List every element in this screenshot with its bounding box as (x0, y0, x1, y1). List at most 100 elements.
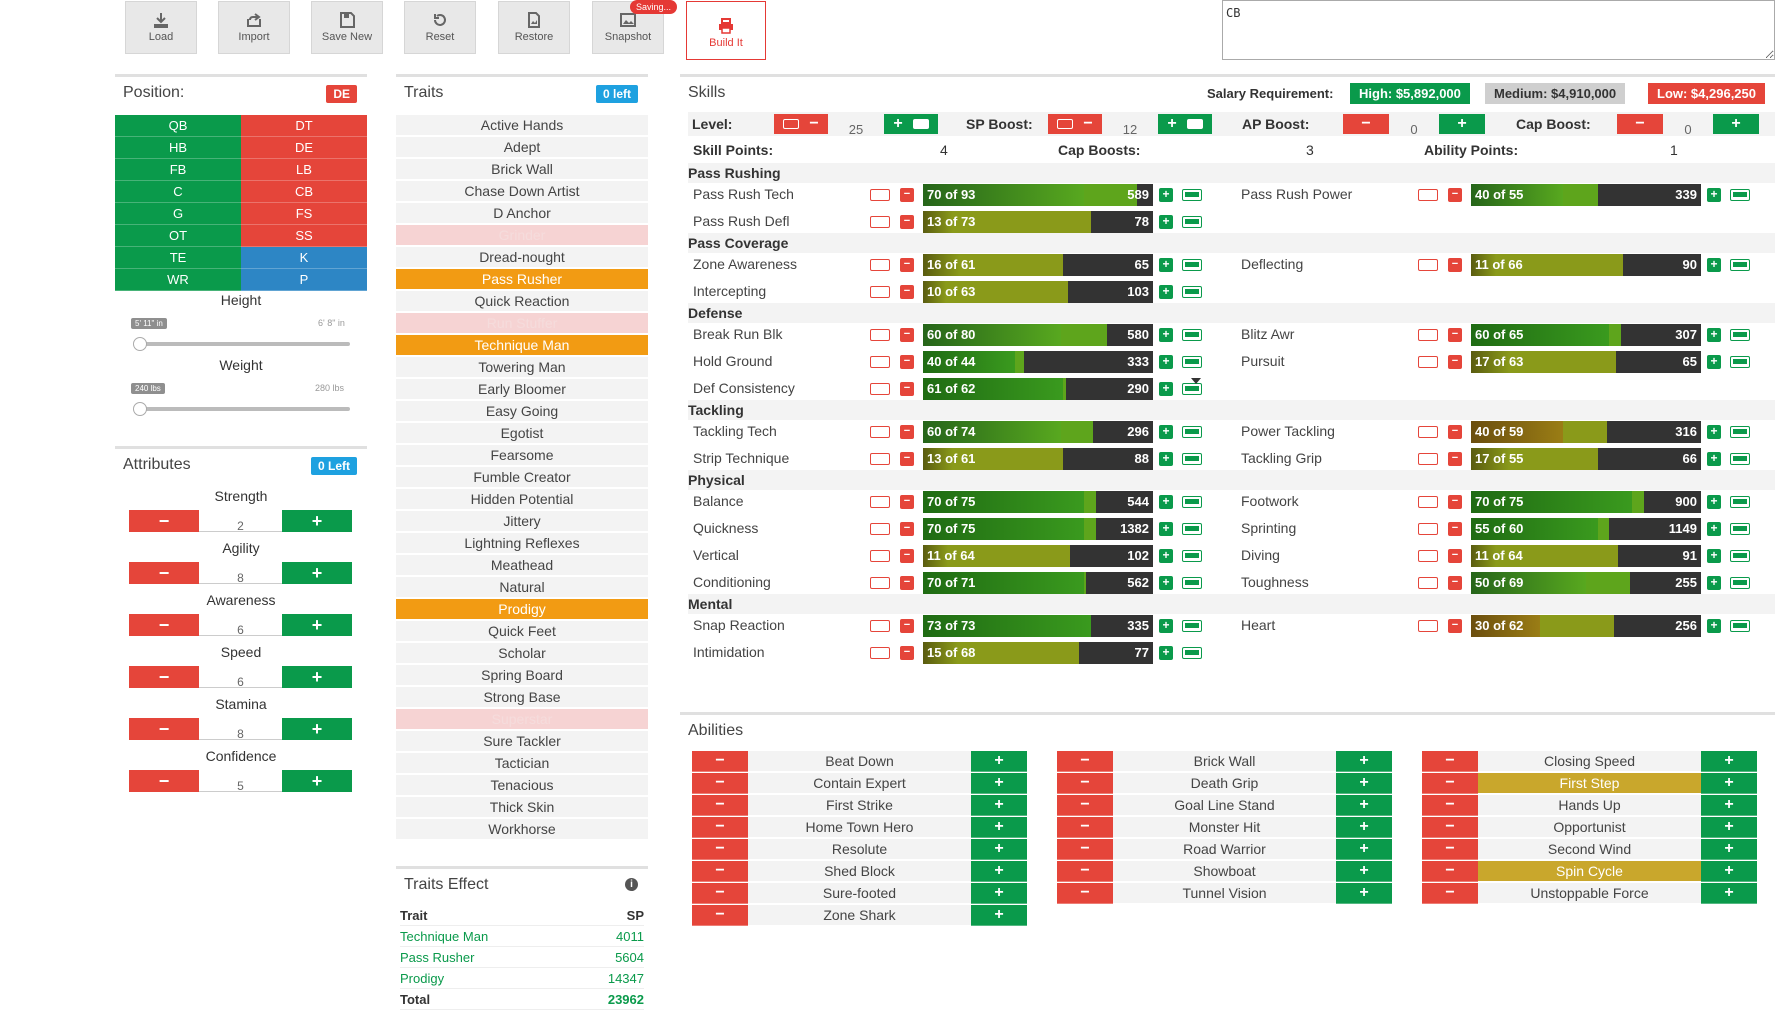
battery-empty-icon[interactable] (870, 356, 890, 368)
attribute-decrease[interactable]: − (129, 562, 199, 584)
skill-decrease[interactable]: − (900, 495, 914, 509)
trait-item[interactable]: Thick Skin (396, 797, 648, 818)
ability-add[interactable]: + (1701, 773, 1757, 794)
battery-empty-icon[interactable] (870, 550, 890, 562)
skill-increase[interactable]: + (1707, 549, 1721, 563)
ability-remove[interactable]: − (692, 817, 748, 838)
ability-name[interactable]: Unstoppable Force (1478, 883, 1701, 904)
ability-name[interactable]: Tunnel Vision (1113, 883, 1336, 904)
skill-decrease[interactable]: − (900, 258, 914, 272)
battery-full-icon[interactable] (1730, 523, 1750, 535)
attribute-increase[interactable]: + (282, 718, 352, 740)
skill-increase[interactable]: + (1707, 188, 1721, 202)
ability-add[interactable]: + (971, 839, 1027, 860)
trait-item[interactable]: Prodigy (396, 599, 648, 620)
height-slider[interactable] (133, 337, 350, 351)
ability-add[interactable]: + (1336, 773, 1392, 794)
skill-decrease[interactable]: − (1448, 452, 1462, 466)
ability-add[interactable]: + (971, 905, 1027, 926)
skill-decrease[interactable]: − (1448, 495, 1462, 509)
level-increase[interactable]: + (884, 114, 938, 134)
battery-full-icon[interactable] (1182, 383, 1202, 395)
battery-empty-icon[interactable] (870, 189, 890, 201)
attribute-increase[interactable]: + (282, 562, 352, 584)
ap-boost-increase[interactable]: + (1439, 114, 1485, 134)
skill-increase[interactable]: + (1159, 328, 1173, 342)
trait-item[interactable]: Superstar (396, 709, 648, 730)
battery-empty-icon[interactable] (1418, 550, 1438, 562)
skill-decrease[interactable]: − (900, 576, 914, 590)
ability-add[interactable]: + (971, 861, 1027, 882)
trait-item[interactable]: Hidden Potential (396, 489, 648, 510)
ability-add[interactable]: + (971, 795, 1027, 816)
position-te[interactable]: TE (115, 247, 241, 269)
ability-add[interactable]: + (1701, 751, 1757, 772)
position-ot[interactable]: OT (115, 225, 241, 247)
ability-add[interactable]: + (1336, 883, 1392, 904)
battery-full-icon[interactable] (1182, 577, 1202, 589)
restore-button[interactable]: Restore (498, 1, 570, 54)
battery-full-icon[interactable] (1182, 329, 1202, 341)
trait-item[interactable]: Meathead (396, 555, 648, 576)
skill-decrease[interactable]: − (900, 646, 914, 660)
skill-increase[interactable]: + (1707, 619, 1721, 633)
weight-slider-handle[interactable] (133, 402, 147, 416)
skill-decrease[interactable]: − (900, 382, 914, 396)
ability-name[interactable]: Hands Up (1478, 795, 1701, 816)
ability-remove[interactable]: − (1422, 861, 1478, 882)
trait-item[interactable]: Jittery (396, 511, 648, 532)
skill-increase[interactable]: + (1707, 328, 1721, 342)
ability-add[interactable]: + (971, 817, 1027, 838)
ability-name[interactable]: Death Grip (1113, 773, 1336, 794)
ability-name[interactable]: Sure-footed (748, 883, 971, 904)
ability-name[interactable]: First Step (1478, 773, 1701, 794)
ability-remove[interactable]: − (1057, 817, 1113, 838)
skill-increase[interactable]: + (1707, 576, 1721, 590)
skill-increase[interactable]: + (1159, 215, 1173, 229)
trait-item[interactable]: Workhorse (396, 819, 648, 840)
skill-decrease[interactable]: − (1448, 549, 1462, 563)
skill-increase[interactable]: + (1707, 258, 1721, 272)
skill-increase[interactable]: + (1159, 522, 1173, 536)
ability-remove[interactable]: − (692, 795, 748, 816)
import-button[interactable]: Import (218, 1, 290, 54)
battery-empty-icon[interactable] (870, 496, 890, 508)
position-k[interactable]: K (241, 247, 367, 269)
skill-decrease[interactable]: − (900, 619, 914, 633)
battery-full-icon[interactable] (1182, 286, 1202, 298)
battery-empty-icon[interactable] (1418, 329, 1438, 341)
ability-remove[interactable]: − (1057, 883, 1113, 904)
ability-add[interactable]: + (1336, 861, 1392, 882)
trait-item[interactable]: D Anchor (396, 203, 648, 224)
skill-decrease[interactable]: − (1448, 619, 1462, 633)
ability-add[interactable]: + (1336, 751, 1392, 772)
trait-item[interactable]: Pass Rusher (396, 269, 648, 290)
attribute-increase[interactable]: + (282, 770, 352, 792)
skill-increase[interactable]: + (1707, 425, 1721, 439)
weight-slider[interactable] (133, 402, 350, 416)
skill-decrease[interactable]: − (900, 215, 914, 229)
battery-full-icon[interactable] (1730, 426, 1750, 438)
skill-increase[interactable]: + (1159, 549, 1173, 563)
skill-decrease[interactable]: − (1448, 576, 1462, 590)
battery-full-icon[interactable] (1730, 329, 1750, 341)
skill-increase[interactable]: + (1159, 355, 1173, 369)
ability-name[interactable]: Shed Block (748, 861, 971, 882)
battery-empty-icon[interactable] (1418, 577, 1438, 589)
ability-add[interactable]: + (1701, 883, 1757, 904)
trait-item[interactable]: Quick Feet (396, 621, 648, 642)
skill-decrease[interactable]: − (1448, 425, 1462, 439)
battery-full-icon[interactable] (1182, 356, 1202, 368)
battery-empty-icon[interactable] (870, 329, 890, 341)
position-p[interactable]: P (241, 269, 367, 291)
ability-remove[interactable]: − (1057, 861, 1113, 882)
trait-item[interactable]: Grinder (396, 225, 648, 246)
battery-empty-icon[interactable] (1418, 620, 1438, 632)
trait-item[interactable]: Sure Tackler (396, 731, 648, 752)
battery-full-icon[interactable] (1182, 550, 1202, 562)
skill-increase[interactable]: + (1159, 619, 1173, 633)
battery-full-icon[interactable] (1182, 620, 1202, 632)
ap-boost-decrease[interactable]: − (1343, 114, 1389, 134)
ability-name[interactable]: Home Town Hero (748, 817, 971, 838)
ability-add[interactable]: + (1336, 817, 1392, 838)
